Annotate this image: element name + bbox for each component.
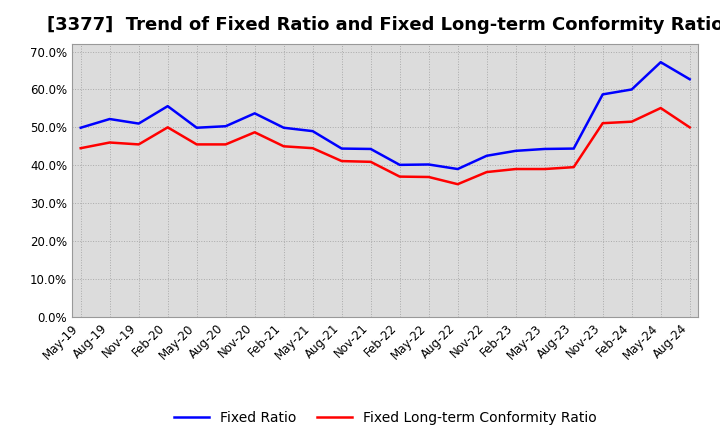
Fixed Ratio	[482, 153, 491, 158]
Line: Fixed Ratio: Fixed Ratio	[81, 62, 690, 169]
Fixed Long-term Conformity Ratio	[192, 142, 201, 147]
Fixed Long-term Conformity Ratio	[685, 125, 694, 130]
Fixed Long-term Conformity Ratio	[135, 142, 143, 147]
Fixed Long-term Conformity Ratio	[627, 119, 636, 125]
Fixed Long-term Conformity Ratio	[308, 146, 317, 151]
Fixed Long-term Conformity Ratio	[511, 166, 520, 172]
Fixed Long-term Conformity Ratio	[279, 143, 288, 149]
Fixed Long-term Conformity Ratio	[163, 125, 172, 130]
Fixed Long-term Conformity Ratio	[366, 159, 375, 165]
Fixed Ratio	[657, 59, 665, 65]
Fixed Ratio	[627, 87, 636, 92]
Fixed Long-term Conformity Ratio	[541, 166, 549, 172]
Fixed Long-term Conformity Ratio	[482, 169, 491, 175]
Fixed Ratio	[308, 128, 317, 134]
Fixed Ratio	[105, 116, 114, 121]
Fixed Long-term Conformity Ratio	[598, 121, 607, 126]
Fixed Ratio	[395, 162, 404, 168]
Fixed Ratio	[135, 121, 143, 126]
Fixed Long-term Conformity Ratio	[657, 106, 665, 111]
Fixed Ratio	[454, 166, 462, 172]
Fixed Ratio	[279, 125, 288, 130]
Fixed Ratio	[221, 124, 230, 129]
Fixed Long-term Conformity Ratio	[424, 174, 433, 180]
Fixed Long-term Conformity Ratio	[221, 142, 230, 147]
Fixed Ratio	[685, 77, 694, 82]
Fixed Long-term Conformity Ratio	[105, 140, 114, 145]
Fixed Ratio	[338, 146, 346, 151]
Fixed Ratio	[192, 125, 201, 130]
Legend: Fixed Ratio, Fixed Long-term Conformity Ratio: Fixed Ratio, Fixed Long-term Conformity …	[168, 406, 602, 431]
Fixed Ratio	[366, 147, 375, 152]
Fixed Ratio	[598, 92, 607, 97]
Fixed Long-term Conformity Ratio	[454, 182, 462, 187]
Fixed Ratio	[76, 125, 85, 130]
Fixed Long-term Conformity Ratio	[570, 165, 578, 170]
Fixed Long-term Conformity Ratio	[338, 158, 346, 164]
Fixed Long-term Conformity Ratio	[395, 174, 404, 179]
Fixed Ratio	[163, 103, 172, 109]
Fixed Ratio	[570, 146, 578, 151]
Fixed Ratio	[424, 162, 433, 167]
Line: Fixed Long-term Conformity Ratio: Fixed Long-term Conformity Ratio	[81, 108, 690, 184]
Fixed Ratio	[511, 148, 520, 154]
Fixed Ratio	[251, 111, 259, 116]
Fixed Ratio	[541, 147, 549, 152]
Fixed Long-term Conformity Ratio	[251, 130, 259, 135]
Title: [3377]  Trend of Fixed Ratio and Fixed Long-term Conformity Ratio: [3377] Trend of Fixed Ratio and Fixed Lo…	[47, 16, 720, 34]
Fixed Long-term Conformity Ratio	[76, 146, 85, 151]
